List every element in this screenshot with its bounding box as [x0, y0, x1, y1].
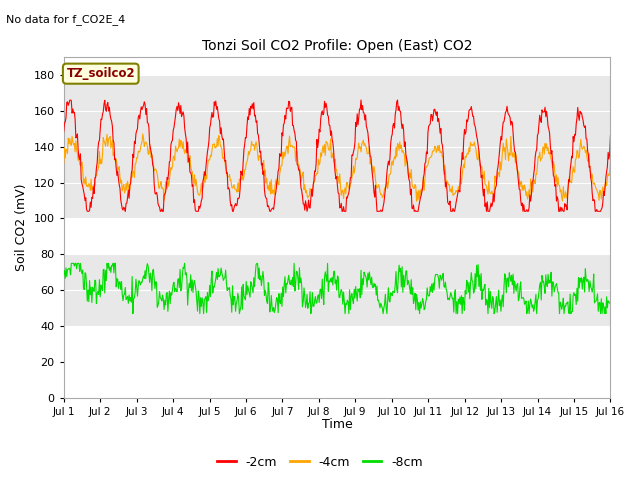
Text: TZ_soilco2: TZ_soilco2: [67, 67, 135, 80]
X-axis label: Time: Time: [322, 419, 353, 432]
Title: Tonzi Soil CO2 Profile: Open (East) CO2: Tonzi Soil CO2 Profile: Open (East) CO2: [202, 39, 472, 53]
Legend: -2cm, -4cm, -8cm: -2cm, -4cm, -8cm: [212, 451, 428, 474]
Y-axis label: Soil CO2 (mV): Soil CO2 (mV): [15, 184, 28, 271]
Bar: [64, 254, 611, 326]
Text: No data for f_CO2E_4: No data for f_CO2E_4: [6, 14, 125, 25]
Bar: [64, 75, 611, 218]
